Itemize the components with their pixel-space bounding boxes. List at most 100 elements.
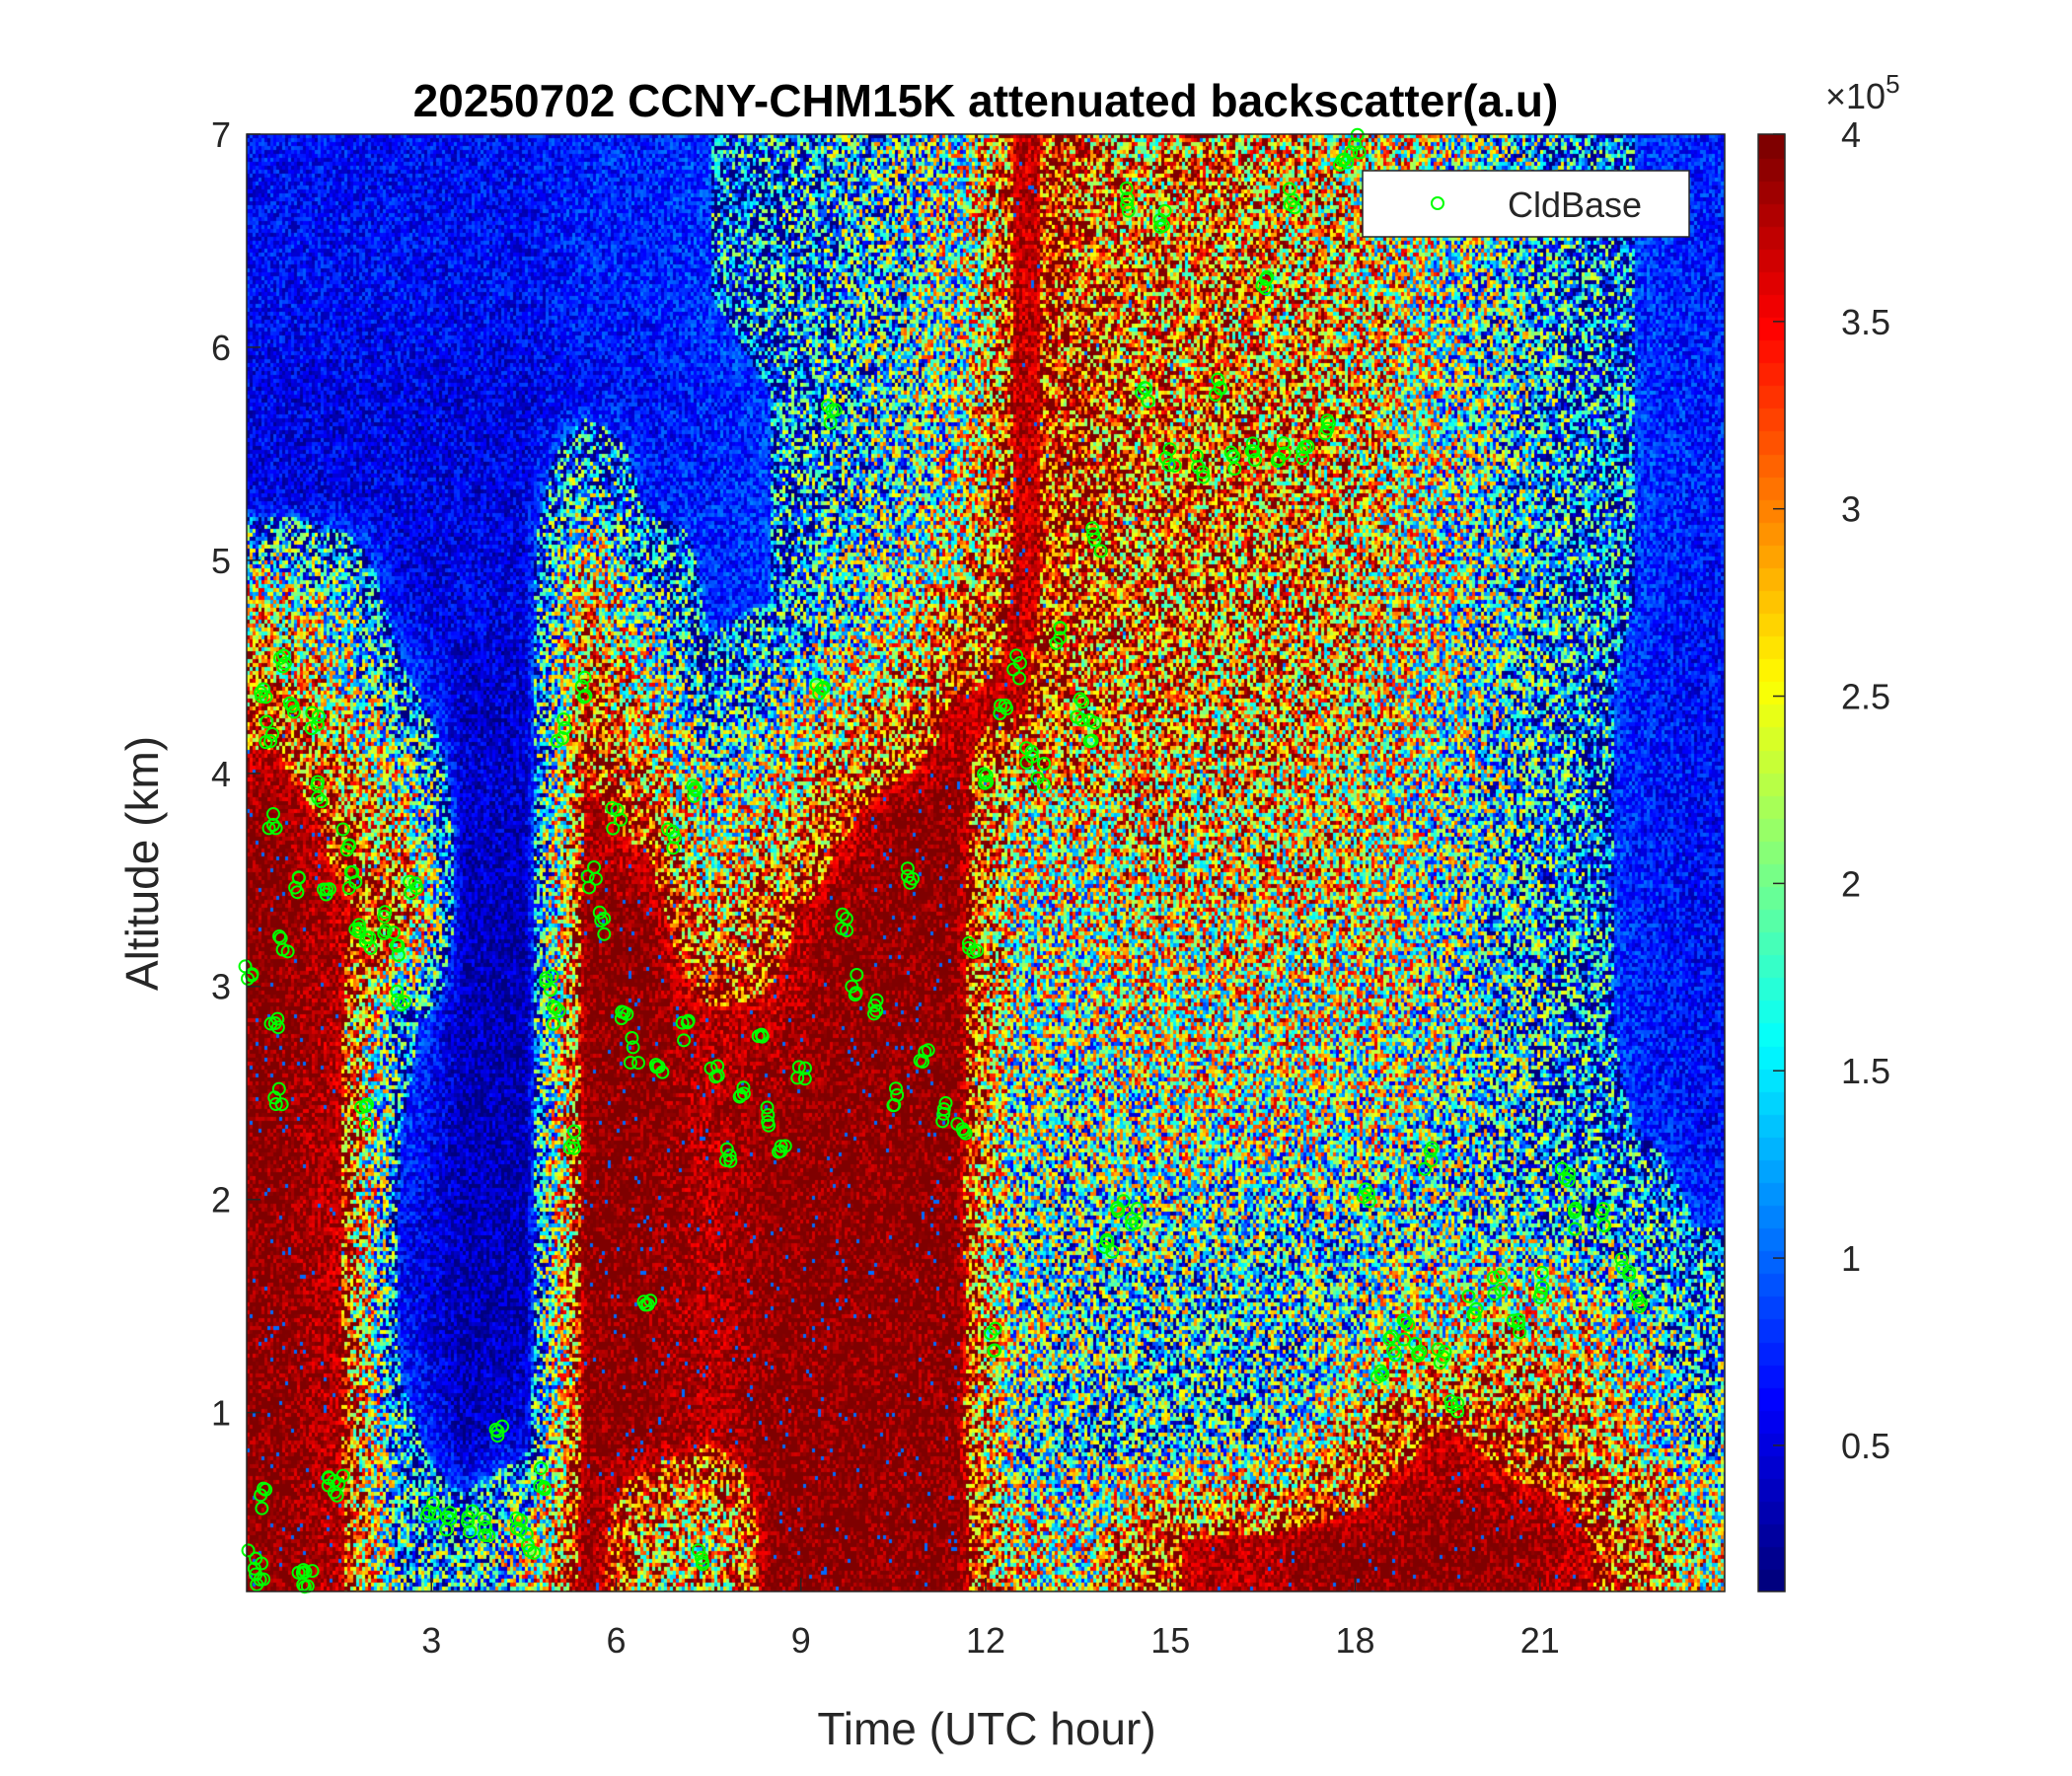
y-tick-label: 3: [211, 967, 231, 1007]
cldbase-point: [1568, 1221, 1583, 1236]
cldbase-point: [478, 1512, 492, 1526]
x-ticks: 3 6 9 12 15 18 21: [421, 1578, 1560, 1661]
cldbase-point: [1189, 448, 1204, 463]
cldbase-point: [1396, 1312, 1411, 1327]
cldbase-point: [723, 1153, 738, 1168]
cldbase-point: [478, 1519, 492, 1534]
cldbase-point: [566, 1124, 581, 1139]
cldbase-point: [839, 912, 853, 926]
cldbase-point: [1074, 712, 1089, 727]
cldbase-point: [955, 1122, 970, 1137]
cldbase-point: [533, 1479, 548, 1494]
cldbase-point: [1245, 436, 1260, 451]
cldbase-point: [665, 825, 680, 840]
colorbar-frame: [1757, 133, 1786, 1592]
cldbase-point: [1282, 182, 1296, 196]
cldbase-point: [1487, 1287, 1502, 1301]
cldbase-point: [1130, 1202, 1145, 1217]
cldbase-point: [495, 1419, 510, 1434]
cldbase-point: [1614, 1252, 1629, 1267]
cldbase-point: [519, 1526, 534, 1541]
cldbase-point: [245, 968, 259, 983]
cldbase-point: [316, 882, 331, 897]
cldbase-point: [311, 717, 326, 732]
cldbase-point: [272, 928, 287, 943]
cldbase-point: [1436, 1350, 1450, 1365]
cldbase-point: [888, 1081, 903, 1096]
cldbase-point: [1283, 197, 1297, 212]
cldbase-point: [1417, 1161, 1432, 1176]
cldbase-point: [1423, 1144, 1438, 1158]
cldbase-point: [797, 1072, 812, 1086]
colorbar-exponent: ×105: [1825, 69, 1900, 116]
cldbase-point: [378, 924, 393, 938]
cldbase-point: [397, 995, 411, 1009]
cldbase-point: [614, 1011, 629, 1026]
cldbase-point: [867, 1006, 882, 1021]
cldbase-point: [1153, 219, 1168, 234]
y-tick-label: 1: [211, 1393, 231, 1434]
colorbar-ticks: 0.5 1 1.5 2 2.5 3 3.5 4: [1773, 114, 1890, 1466]
cldbase-point: [812, 686, 827, 701]
cldbase-point: [835, 907, 850, 922]
cldbase-point: [597, 926, 612, 941]
cldbase-point: [640, 1297, 655, 1312]
cldbase-point: [335, 822, 350, 837]
cldbase-point: [1084, 733, 1099, 748]
cldbase-point: [391, 948, 406, 963]
y-tick-label: 7: [211, 114, 231, 155]
cldbase-point: [443, 1506, 458, 1520]
cldbase-point: [797, 1061, 812, 1075]
backscatter-heatmap: [247, 134, 1725, 1591]
cldbase-point: [311, 790, 326, 805]
cldbase-point: [625, 1030, 639, 1045]
cldbase-point: [1318, 426, 1333, 441]
cldbase-point: [275, 659, 290, 674]
x-axis-label: Time (UTC hour): [817, 1703, 1155, 1754]
cldbase-point: [290, 885, 305, 900]
cldbase-point: [1227, 462, 1242, 477]
cldbase-point: [254, 1488, 268, 1503]
cldbase-point: [1386, 1344, 1401, 1359]
cldbase-point: [1075, 695, 1090, 709]
y-tick-label: 5: [211, 541, 231, 581]
cldbase-point: [994, 699, 1008, 713]
cldbase-point: [761, 1108, 776, 1123]
cldbase-point: [1125, 1212, 1140, 1226]
cldbase-point: [327, 1485, 341, 1500]
cldbase-point: [1277, 446, 1292, 461]
cldbase-point: [282, 696, 297, 710]
cldbase-point: [592, 905, 607, 920]
cldbase-point: [1009, 648, 1024, 663]
cldbase-point: [1258, 281, 1273, 296]
cldbase-point: [310, 777, 325, 792]
cldbase-point: [259, 714, 274, 729]
cldbase-point: [623, 1055, 637, 1070]
cldbase-point: [916, 1055, 930, 1070]
cldbase-point: [993, 706, 1007, 721]
cldbase-point: [1276, 436, 1291, 451]
cldbase-point: [1369, 1369, 1384, 1384]
cldbase-point: [1024, 749, 1039, 764]
cldbase-point: [966, 944, 981, 959]
colorbar-tick-label: 3.5: [1841, 302, 1890, 342]
legend-label: CldBase: [1508, 185, 1642, 225]
cldbase-point: [1511, 1316, 1525, 1331]
x-tick-label: 12: [966, 1620, 1005, 1661]
cldbase-point: [263, 734, 278, 749]
cldbase-point: [291, 1565, 306, 1580]
cldbase-point: [675, 1015, 690, 1030]
cldbase-point: [887, 1098, 902, 1113]
cldbase-point: [777, 1139, 792, 1153]
cldbase-point: [577, 670, 592, 685]
cldbase-point: [557, 720, 572, 735]
cldbase-point: [1493, 1268, 1508, 1283]
cldbase-point: [686, 778, 701, 793]
cldbase-point: [241, 971, 256, 986]
cldbase-point: [527, 1545, 542, 1560]
cldbase-point: [626, 1040, 640, 1055]
cldbase-point: [1384, 1329, 1399, 1344]
cldbase-point: [1352, 145, 1367, 160]
cldbase-point: [1167, 458, 1182, 473]
cldbase-point: [791, 1060, 806, 1074]
